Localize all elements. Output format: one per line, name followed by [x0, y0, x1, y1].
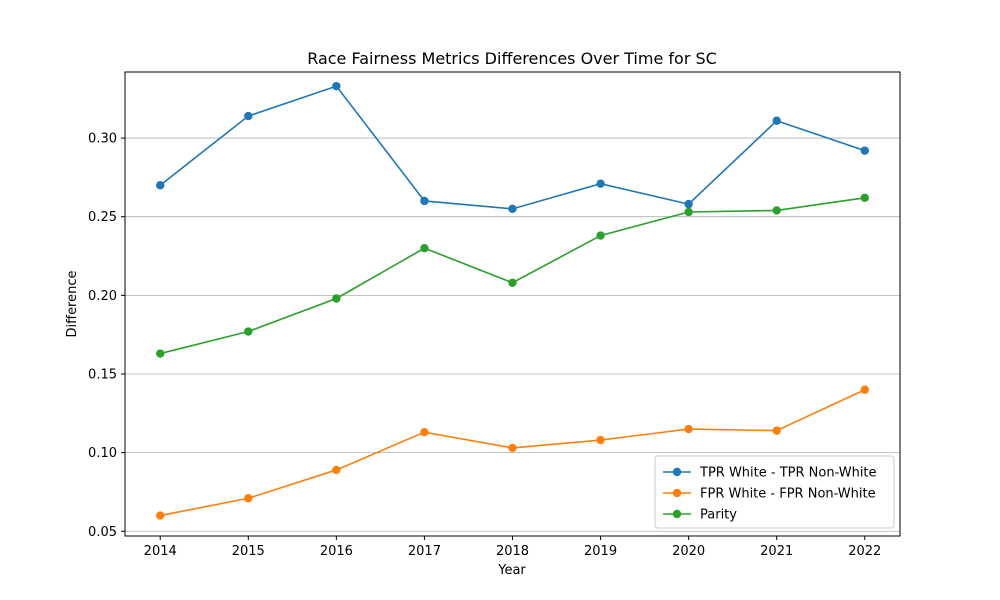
chart-title: Race Fairness Metrics Differences Over T… [307, 49, 717, 68]
legend-item: Parity [663, 508, 737, 523]
x-tick-label: 2021 [760, 544, 793, 559]
y-tick-label: 0.20 [88, 289, 117, 304]
series-3 [156, 193, 869, 358]
series-2 [156, 385, 869, 520]
x-tick-label: 2015 [232, 544, 265, 559]
legend-item: TPR White - TPR Non-White [663, 466, 877, 481]
y-tick-label: 0.30 [88, 132, 117, 147]
legend-marker [672, 509, 682, 519]
data-point [772, 116, 781, 125]
series-layer [156, 81, 869, 520]
data-point [244, 494, 253, 503]
data-point [860, 146, 869, 155]
series-1 [156, 81, 869, 214]
x-tick-label: 2020 [672, 544, 705, 559]
data-point [508, 278, 517, 287]
y-axis-ticks: 0.05 0.10 0.15 0.20 0.25 0.30 [88, 132, 125, 540]
data-point [420, 427, 429, 437]
legend-label: TPR White - TPR Non-White [699, 466, 877, 481]
data-point [332, 465, 341, 475]
legend-box [654, 455, 895, 529]
y-tick-label: 0.10 [88, 446, 117, 461]
data-point [332, 294, 341, 303]
data-point [332, 81, 341, 91]
grid-lines [125, 137, 900, 532]
data-point [772, 426, 781, 435]
data-point [508, 443, 517, 453]
y-tick-label: 0.25 [88, 210, 117, 225]
x-tick-label: 2016 [320, 544, 353, 559]
y-tick-label: 0.05 [88, 525, 117, 540]
data-point [684, 199, 693, 209]
x-tick-label: 2017 [408, 544, 441, 559]
x-axis-label: Year [497, 563, 526, 578]
legend-marker [672, 467, 682, 477]
data-point [420, 243, 429, 253]
data-point [596, 435, 605, 445]
legend-label: FPR White - FPR Non-White [700, 487, 876, 502]
x-tick-label: 2014 [144, 544, 177, 559]
data-point [596, 179, 605, 188]
x-tick-label: 2022 [848, 544, 881, 559]
legend-marker [672, 488, 682, 498]
x-axis-ticks: 2014 2015 2016 2017 2018 2019 2020 2021 2022 [144, 536, 881, 559]
data-point [508, 204, 517, 214]
data-point [156, 511, 165, 520]
data-point [860, 193, 869, 203]
x-tick-label: 2018 [496, 544, 529, 559]
data-point [772, 206, 781, 215]
legend-item: FPR White - FPR Non-White [663, 487, 876, 502]
legend-label: Parity [700, 508, 737, 523]
data-point [244, 111, 253, 121]
data-point [860, 385, 869, 394]
legend: TPR White - TPR Non-White FPR White - FPR… [654, 455, 895, 529]
data-point [244, 327, 253, 336]
x-tick-label: 2019 [584, 544, 617, 559]
data-point [420, 196, 429, 206]
data-point [156, 349, 165, 358]
y-axis-label: Difference [65, 270, 80, 337]
data-point [596, 231, 605, 240]
data-point [156, 181, 165, 190]
data-point [684, 424, 693, 434]
y-tick-label: 0.15 [88, 367, 117, 382]
data-point [684, 207, 693, 217]
